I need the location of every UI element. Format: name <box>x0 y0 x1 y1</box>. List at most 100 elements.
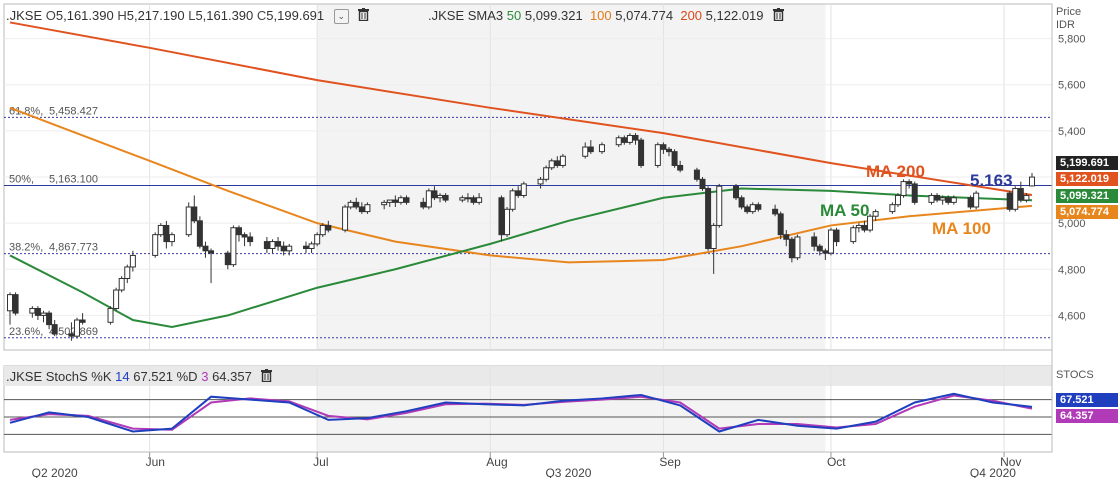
candle <box>671 151 678 166</box>
trash-icon[interactable] <box>261 369 273 386</box>
candle <box>699 178 706 190</box>
candle <box>632 134 639 141</box>
candle <box>319 224 326 236</box>
candle <box>269 241 276 250</box>
candle <box>464 197 471 200</box>
level-value-annotation: 5.163 <box>970 171 1013 190</box>
candle <box>185 206 192 236</box>
ma50-value-tag: 5,099.321 <box>1056 189 1118 203</box>
candle <box>29 307 36 314</box>
candle <box>470 197 477 203</box>
candle <box>788 238 795 259</box>
candle <box>934 194 941 201</box>
candle <box>12 294 19 314</box>
sma200-period: 200 <box>680 8 703 23</box>
candle <box>515 190 522 196</box>
month-label: Jun <box>146 455 165 469</box>
candle <box>783 234 790 240</box>
candle <box>46 312 53 326</box>
candle <box>442 194 449 201</box>
month-label: Sep <box>659 455 681 469</box>
candle <box>425 190 432 208</box>
close-value: 5,199.691 <box>266 8 325 23</box>
candle <box>314 234 321 245</box>
candle <box>353 201 360 208</box>
candle <box>308 243 315 250</box>
trash-icon[interactable] <box>358 8 370 25</box>
high-value: 5,217.190 <box>126 8 185 23</box>
candle <box>543 167 550 180</box>
candle <box>537 178 544 185</box>
candle <box>615 137 622 146</box>
candle <box>973 192 980 208</box>
sma50-period: 50 <box>506 8 522 23</box>
candle <box>660 144 667 150</box>
month-label: Aug <box>486 455 507 469</box>
symbol-label: .JKSE <box>6 8 43 23</box>
sma100-value: 5,074.774 <box>615 8 674 23</box>
ma200-value-tag: 5,122.019 <box>1056 172 1118 186</box>
candle <box>191 206 198 222</box>
candle <box>196 220 203 247</box>
price-legend: .JKSE O5,161.390 H5,217.190 L5,161.390 C… <box>6 8 370 25</box>
sma-study-name: .JKSE SMA3 <box>428 8 504 23</box>
sma-legend: .JKSE SMA3 50 5,099.321 100 5,074.774 20… <box>428 8 785 25</box>
candle <box>900 181 907 196</box>
candle <box>1017 188 1024 201</box>
fib-level-value: 4,867.773 <box>49 242 98 254</box>
candle <box>358 206 365 213</box>
candle <box>894 194 901 206</box>
ma100-annotation: MA 100 <box>932 219 991 238</box>
candle <box>129 254 136 268</box>
stoch-d-value-tag: 64.357 <box>1056 409 1118 423</box>
candle <box>665 148 672 153</box>
candle <box>833 229 840 243</box>
trash-icon[interactable] <box>773 8 785 25</box>
chevron-down-icon[interactable]: ⌄ <box>333 9 349 25</box>
candle <box>163 224 170 243</box>
candle <box>40 312 47 316</box>
candle <box>403 197 410 203</box>
fib-level-percent: 50%, <box>9 174 34 186</box>
candle <box>286 245 293 252</box>
candle <box>79 319 86 323</box>
candle <box>939 197 946 201</box>
price-tick-label: 4,800 <box>1058 264 1086 276</box>
candle <box>275 241 282 247</box>
candle <box>945 197 952 203</box>
candle <box>1023 194 1030 201</box>
candle <box>325 224 332 231</box>
candle <box>397 197 404 203</box>
ma-line-ma50 <box>9 187 1033 328</box>
sma200-value: 5,122.019 <box>705 8 764 23</box>
low-label: L <box>188 8 196 23</box>
fib-level-value: 5,458.427 <box>49 105 98 117</box>
candle <box>744 206 751 213</box>
candle <box>520 183 527 196</box>
candle <box>224 252 231 266</box>
fib-level-value: 4,502.869 <box>49 326 98 338</box>
candle <box>738 197 745 208</box>
candle <box>967 197 974 208</box>
quarter-label: Q4 2020 <box>970 466 1016 478</box>
candle <box>34 307 41 316</box>
candle <box>1029 176 1035 187</box>
candle <box>638 139 645 166</box>
candle <box>559 155 566 166</box>
candle <box>1006 192 1013 210</box>
candle <box>816 245 823 252</box>
price-tick-label: 5,000 <box>1058 218 1086 230</box>
candle <box>202 245 209 252</box>
ma50-annotation: MA 50 <box>820 201 869 220</box>
sma100-period: 100 <box>589 8 612 23</box>
candle <box>626 134 633 143</box>
candle <box>705 188 712 250</box>
candle <box>755 204 762 210</box>
candle <box>827 229 834 254</box>
candle <box>381 201 388 206</box>
candle <box>693 169 700 180</box>
candle <box>342 206 349 231</box>
stoch-d-label: %D <box>176 369 198 384</box>
fib-level-percent: 61.8%, <box>9 105 43 117</box>
candle <box>263 241 270 250</box>
